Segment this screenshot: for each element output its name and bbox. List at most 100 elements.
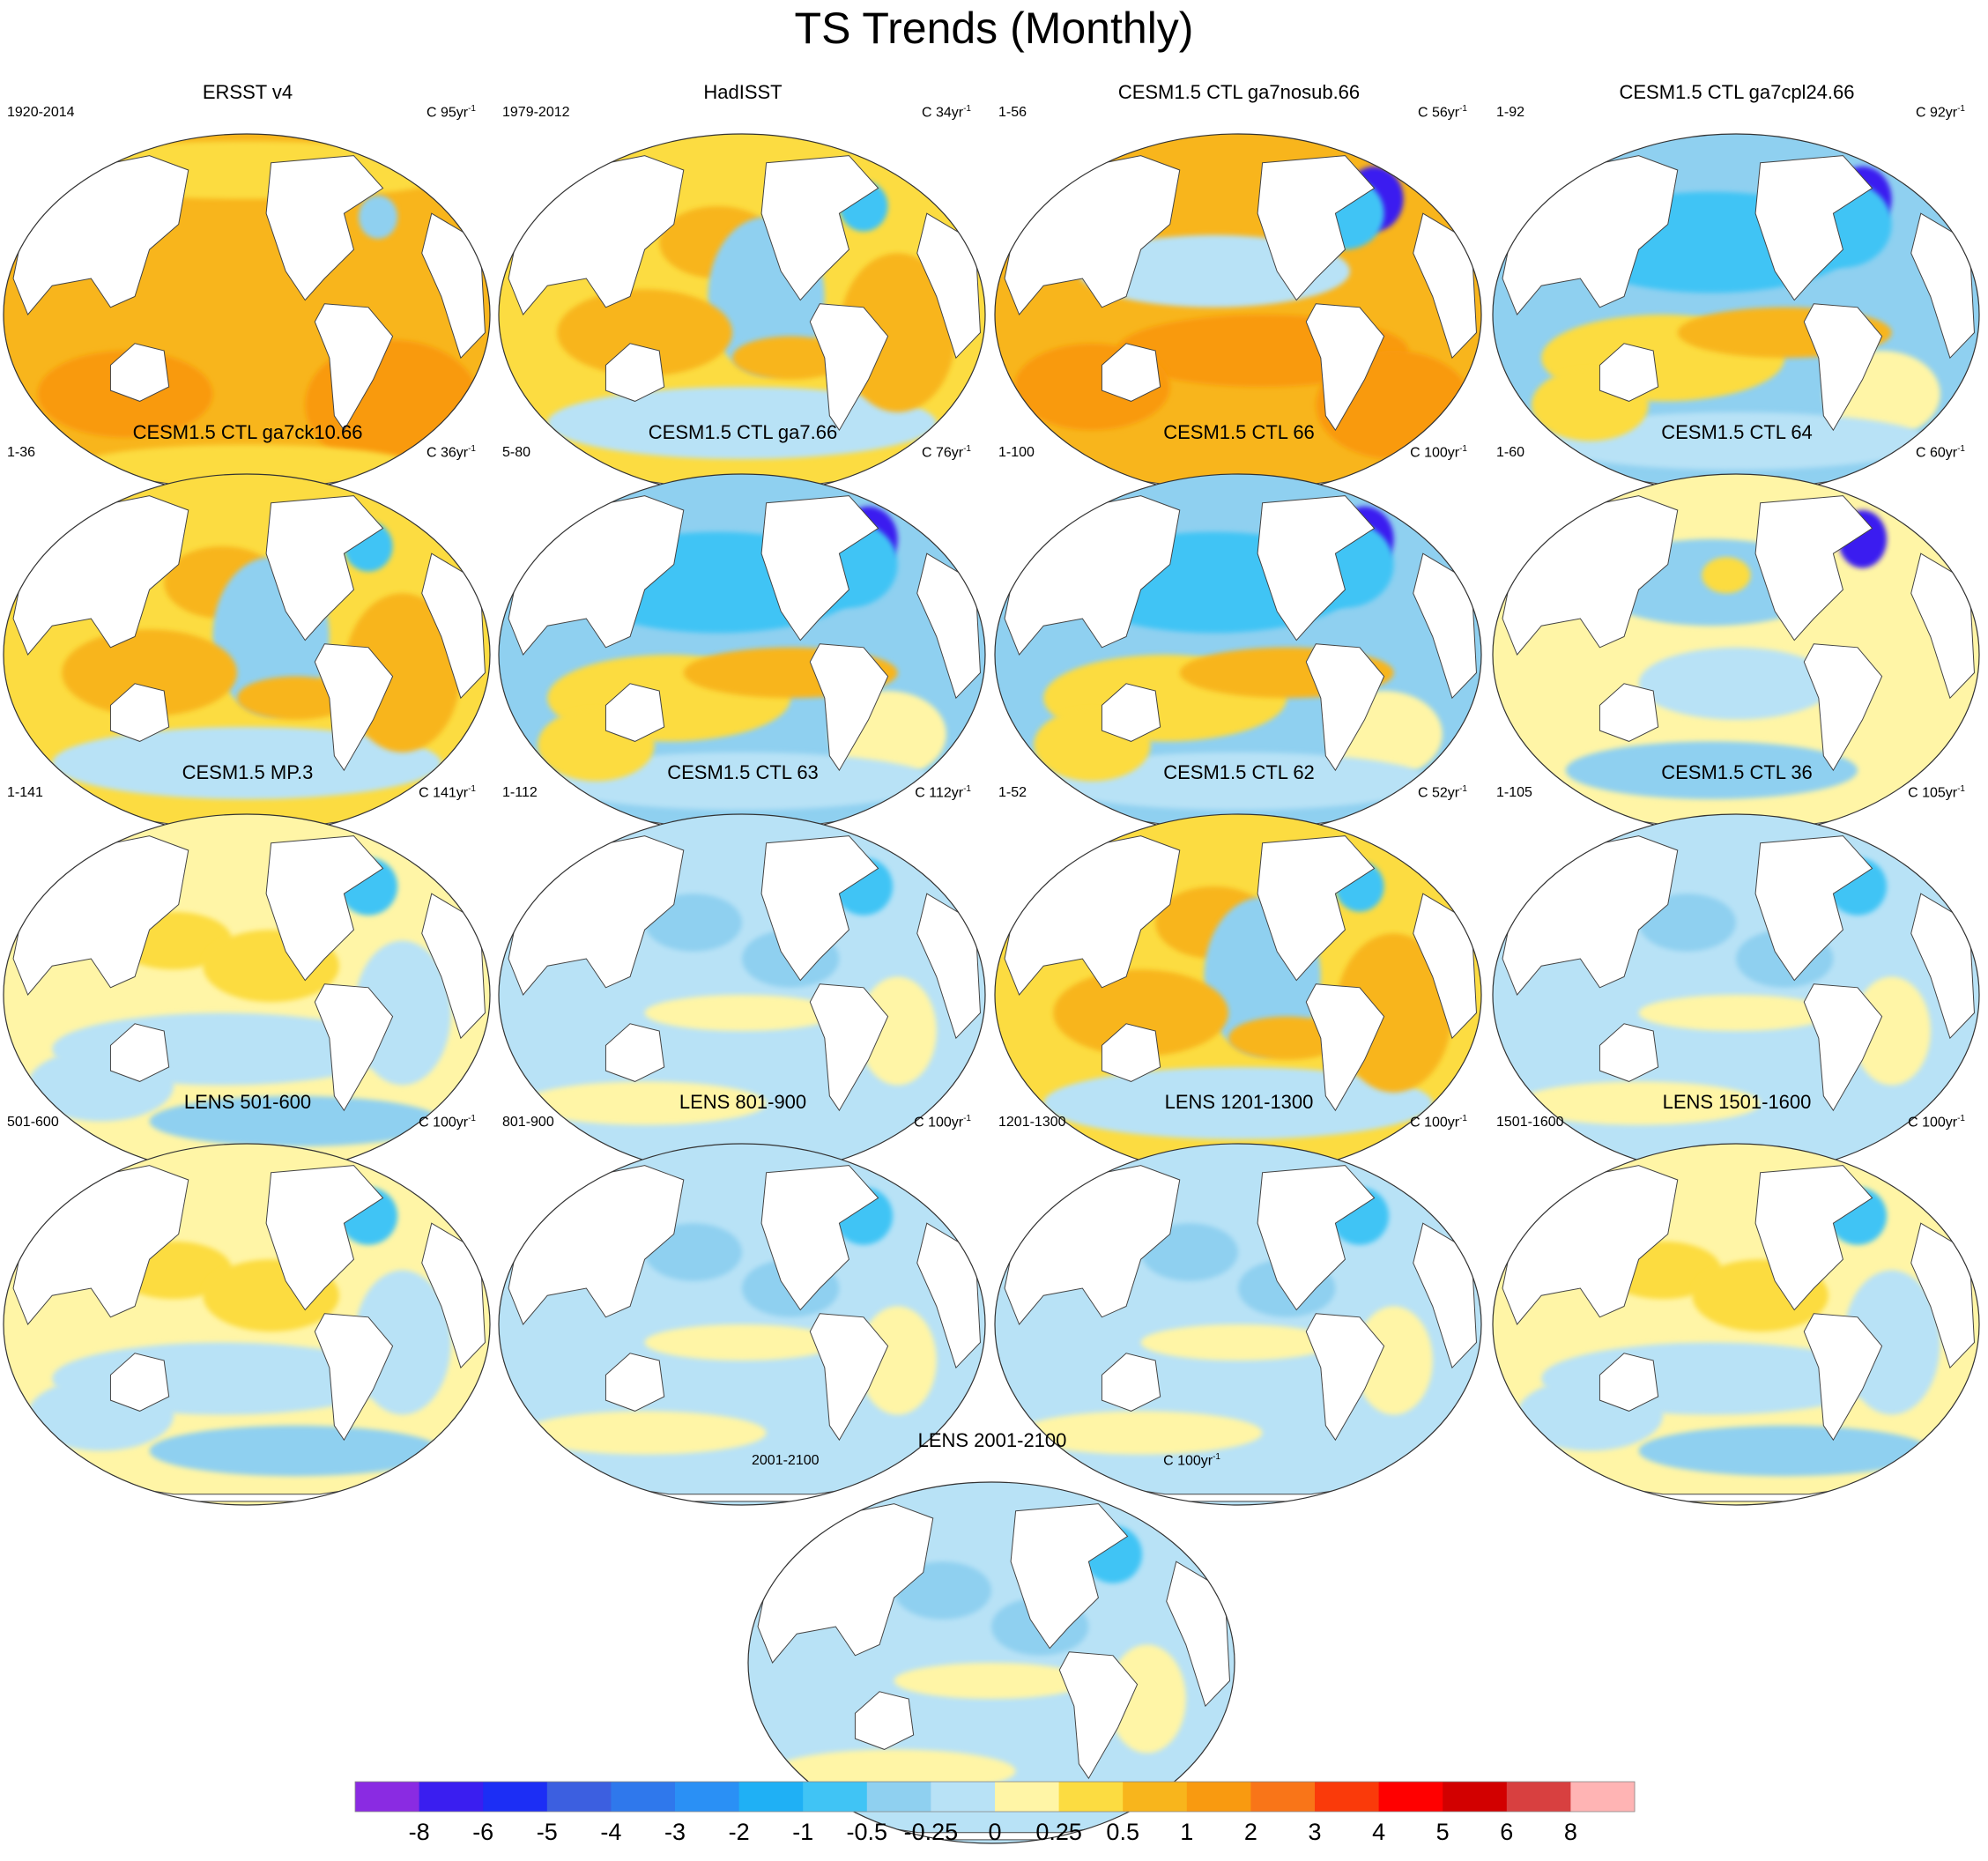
panel-period: 1979-2012 <box>502 105 570 120</box>
colorbar-swatch <box>1506 1782 1571 1812</box>
panel-title: LENS 1201-1300 <box>1164 1091 1314 1113</box>
land-mask <box>1599 683 1659 742</box>
panel-period: 1-60 <box>1496 445 1525 460</box>
trend-region <box>644 995 840 1031</box>
panel-title: LENS 2001-2100 <box>917 1429 1067 1451</box>
land-mask <box>605 1353 665 1412</box>
panel-title: LENS 801-900 <box>679 1091 807 1113</box>
map-border <box>3 1143 491 1506</box>
land-mask <box>1305 983 1385 1112</box>
land-mask <box>605 1023 665 1082</box>
panel-period: 1-100 <box>998 445 1035 460</box>
panel-period: 1-52 <box>998 785 1027 800</box>
colorbar-swatch <box>419 1782 484 1812</box>
panel-trend-units: C 112yr-1 <box>915 784 971 801</box>
trend-region <box>523 1081 767 1125</box>
land-mask <box>1305 1313 1385 1442</box>
panel-title: CESM1.5 CTL 66 <box>1163 421 1315 443</box>
land-mask <box>1010 1503 1129 1650</box>
panel-period: 1201-1300 <box>998 1115 1066 1130</box>
land-mask <box>1803 1313 1883 1442</box>
panel: CESM1.5 CTL ga7.66 5-80 C 76yr-1 <box>495 421 990 853</box>
panel-title: CESM1.5 CTL 62 <box>1163 761 1315 783</box>
panel: CESM1.5 CTL 36 1-105 C 105yr-1 <box>1489 761 1984 1193</box>
trend-region <box>1228 1016 1346 1060</box>
colorbar-swatch <box>611 1782 676 1812</box>
trend-map <box>3 813 491 1176</box>
panel-trend-units: C 105yr-1 <box>1908 784 1965 801</box>
land-mask <box>1257 155 1376 301</box>
colorbar-tick-label: -6 <box>472 1819 493 1845</box>
trend-map <box>1492 1143 1980 1506</box>
panel-trend-units: C 100yr-1 <box>1410 444 1467 461</box>
trend-region <box>1354 1306 1433 1415</box>
panel: CESM1.5 CTL ga7ck10.66 1-36 C 36yr-1 <box>0 421 495 853</box>
panel: LENS 1201-1300 1201-1300 C 100yr-1 <box>991 1091 1487 1523</box>
colorbar-tick-label: 4 <box>1372 1819 1385 1845</box>
panel-title: CESM1.5 CTL ga7ck10.66 <box>132 421 363 443</box>
land-mask <box>265 495 384 641</box>
panel: CESM1.5 CTL 62 1-52 C 52yr-1 <box>991 761 1487 1193</box>
land-mask <box>809 303 889 432</box>
land-mask <box>314 303 394 432</box>
panel: LENS 801-900 801-900 C 100yr-1 <box>495 1091 990 1523</box>
trend-map <box>994 813 1482 1176</box>
panel-trend-units: C 76yr-1 <box>921 444 971 461</box>
trend-region <box>1638 1425 1931 1477</box>
land-mask <box>809 643 889 772</box>
panel-trend-units: C 52yr-1 <box>1417 784 1467 801</box>
land-mask <box>109 343 170 402</box>
land-mask <box>314 1313 394 1442</box>
land-mask <box>1754 495 1873 641</box>
land-mask <box>854 1691 915 1750</box>
panel-period: 501-600 <box>7 1115 59 1130</box>
trend-region <box>557 289 732 376</box>
panel-trend-units: C 60yr-1 <box>1915 444 1965 461</box>
panel-period: 2001-2100 <box>752 1453 820 1468</box>
panel: CESM1.5 CTL ga7cpl24.66 1-92 C 92yr-1 <box>1489 81 1984 513</box>
colorbar-swatch <box>1443 1782 1508 1812</box>
land-mask <box>1058 1651 1139 1780</box>
colorbar-tick-label: -8 <box>409 1819 430 1845</box>
trend-map <box>994 473 1482 836</box>
colorbar-swatch <box>483 1782 548 1812</box>
land-mask <box>265 835 384 982</box>
trend-region <box>858 976 937 1086</box>
panel-period: 1920-2014 <box>7 105 75 120</box>
trend-map <box>3 473 491 836</box>
land-mask <box>1754 155 1873 301</box>
land-mask <box>109 1023 170 1082</box>
figure-title: TS Trends (Monthly) <box>794 4 1194 53</box>
trend-region <box>1053 969 1228 1057</box>
land-mask <box>1599 1353 1659 1412</box>
trend-region <box>149 1095 441 1147</box>
panel: CESM1.5 CTL ga7nosub.66 1-56 C 56yr-1 <box>991 81 1487 513</box>
colorbar-tick-label: 6 <box>1500 1819 1513 1845</box>
land-mask <box>109 1353 170 1412</box>
panel-title: CESM1.5 CTL 36 <box>1661 761 1813 783</box>
colorbar-swatch <box>546 1782 612 1812</box>
land-mask <box>265 155 384 301</box>
colorbar-swatch <box>675 1782 740 1812</box>
panel: LENS 501-600 501-600 C 100yr-1 <box>0 1091 495 1523</box>
trend-map <box>498 813 986 1176</box>
panel: ERSST v4 1920-2014 C 95yr-1 <box>0 81 495 513</box>
land-mask <box>760 155 879 301</box>
land-mask <box>314 643 394 772</box>
panel-trend-units: C 100yr-1 <box>1410 1114 1467 1131</box>
map-border <box>994 1143 1482 1506</box>
trend-region <box>1517 1081 1761 1125</box>
panel-trend-units: C 100yr-1 <box>1163 1452 1220 1469</box>
land-mask <box>760 495 879 641</box>
panel-title: CESM1.5 CTL 64 <box>1661 421 1813 443</box>
colorbar-swatch <box>1378 1782 1443 1812</box>
panel: CESM1.5 CTL 63 1-112 C 112yr-1 <box>495 761 990 1193</box>
map-border <box>747 1481 1235 1844</box>
land-mask <box>1754 1165 1873 1311</box>
panel-title: CESM1.5 CTL ga7nosub.66 <box>1117 81 1361 103</box>
land-mask <box>809 983 889 1112</box>
land-mask <box>265 1165 384 1311</box>
panel-trend-units: C 34yr-1 <box>921 104 971 121</box>
trend-region <box>772 1749 1016 1793</box>
panel-trend-units: C 56yr-1 <box>1417 104 1467 121</box>
